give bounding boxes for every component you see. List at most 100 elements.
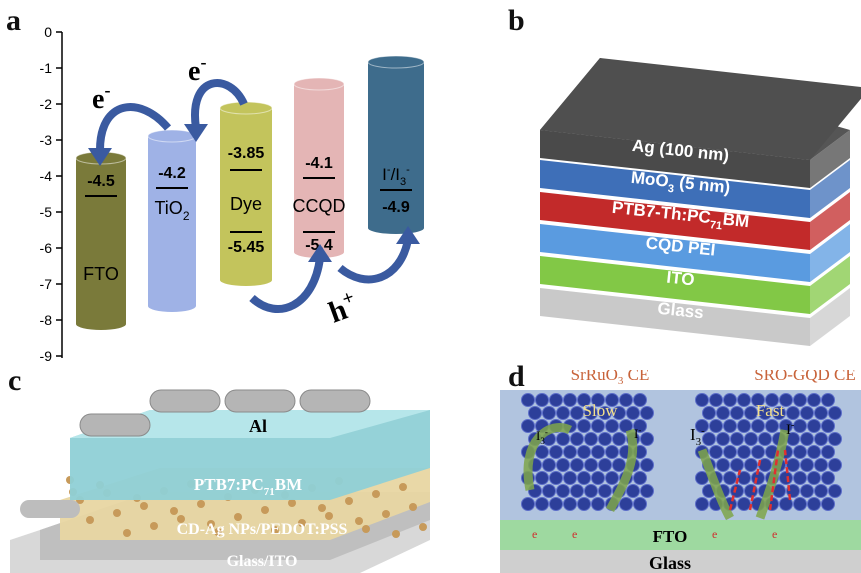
layer-label-ito: ITO [666,268,696,290]
particle-sphere [577,471,591,485]
particle-sphere [598,484,612,498]
panel-label-d: d [508,360,525,393]
particle-sphere [793,393,807,407]
particle-sphere [821,471,835,485]
ag-nanoparticle [123,529,131,537]
active-layer-label: PTB7:PC71BM [194,475,302,498]
y-tick-label: -3 [40,132,53,148]
ag-nanoparticle [325,512,333,520]
particle-sphere [723,393,737,407]
ag-nanoparticle [318,504,326,512]
glass-layer [500,550,861,573]
layer-6 [540,288,850,346]
ag-nanoparticle [234,513,242,521]
layer-4 [540,224,850,282]
particle-sphere [730,406,744,420]
i-label-left: I- [634,425,641,441]
particle-sphere [772,406,786,420]
particle-sphere [716,458,730,472]
electron-label-2: e- [188,52,206,87]
particle-sphere [584,484,598,498]
panel-label-a: a [6,4,21,37]
ag-nanoparticle [419,523,427,531]
y-tick-label: -4 [40,168,53,184]
particle-sphere [765,419,779,433]
column-value: -5.45 [228,239,265,256]
particle-sphere [612,432,626,446]
hole-arrowhead-2 [396,226,420,244]
particle-sphere [570,484,584,498]
particle-sphere [786,406,800,420]
particle-sphere [591,471,605,485]
ag-nanoparticle [298,519,306,527]
particle-sphere [598,432,612,446]
particle-sphere [605,419,619,433]
particle-sphere [737,497,751,511]
ag-nanoparticle [140,502,148,510]
particle-sphere [521,393,535,407]
slow-arrow-right [605,428,638,513]
particle-sphere [786,458,800,472]
panel-d: d SrRuO3 CE SRO-GQD CE Slow Fast I3- I- … [440,360,861,573]
electron-arrow-2 [191,79,248,129]
particle-sphere [640,432,654,446]
particle-sphere [598,406,612,420]
column-value: -4.1 [305,155,333,172]
ag-nanoparticle [288,499,296,507]
particle-sphere [821,445,835,459]
ag-nanoparticle [214,528,222,536]
ag-top-face-2 [540,58,861,160]
particle-sphere [723,471,737,485]
column-value: -4.9 [382,199,410,216]
particle-sphere [570,458,584,472]
hole-arrow-1 [249,257,324,313]
particle-sphere [814,484,828,498]
ag-nanoparticle [392,530,400,538]
particle-sphere [758,432,772,446]
y-tick-label: -8 [40,312,53,328]
electron-arrowhead-1 [88,148,112,166]
ag-nanoparticle [372,490,380,498]
interlayer-label: CD-Ag NPs/PEDOT:PSS [177,521,348,538]
layer-1 [540,130,850,188]
particle-sphere [723,445,737,459]
particle-sphere [751,445,765,459]
y-tick-label: 0 [44,24,52,40]
energy-column-4 [293,77,345,258]
particle-sphere [626,484,640,498]
ag-nanoparticle [113,509,121,517]
particle-sphere [542,484,556,498]
particle-sphere [765,393,779,407]
active-layer-top [70,410,430,438]
energy-column-3 [219,101,273,286]
particle-sphere [737,445,751,459]
electron-path-arrow [783,449,792,501]
al-electrode-bar [224,389,296,413]
hole-label: h+ [323,286,362,329]
column-value: -3.85 [228,145,265,162]
i3-label-right: I3- [690,425,705,448]
y-tick-label: -7 [40,276,53,292]
ag-nanoparticle [177,515,185,523]
particle-sphere [730,484,744,498]
particle-sphere [563,393,577,407]
particle-sphere [549,471,563,485]
electron-right-2: e [772,527,777,541]
particle-sphere [549,497,563,511]
particle-sphere [730,458,744,472]
particle-sphere [716,432,730,446]
particle-sphere [744,484,758,498]
layer-2 [540,160,850,218]
particle-sphere [800,458,814,472]
particle-sphere [542,406,556,420]
particle-sphere [528,406,542,420]
fast-arrow-right [755,429,790,520]
particle-sphere [633,471,647,485]
particle-sphere [814,406,828,420]
energy-column-1 [75,151,127,330]
particle-sphere [709,445,723,459]
particle-sphere [821,393,835,407]
particle-sphere [549,393,563,407]
particle-sphere [598,458,612,472]
column-value: -4.5 [87,173,115,190]
